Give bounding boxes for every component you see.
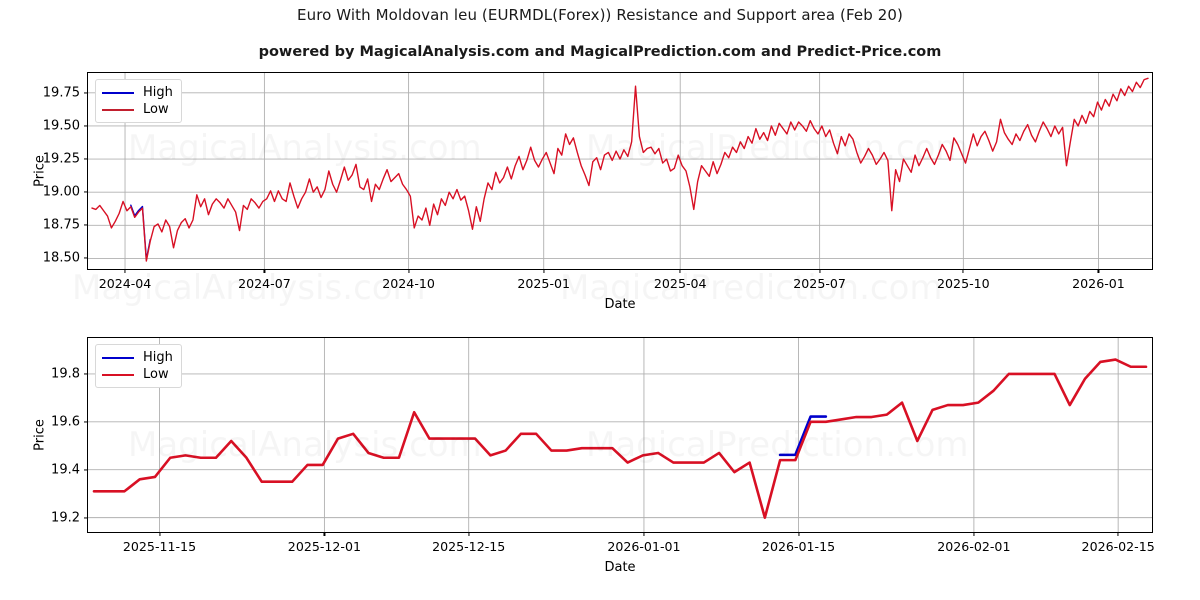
x-axis-tick-label: 2025-10 bbox=[937, 276, 990, 291]
x-axis-tick-label: 2025-11-15 bbox=[122, 539, 197, 554]
y-axis-tick-mark bbox=[84, 191, 88, 193]
x-axis-tick-mark bbox=[819, 269, 821, 273]
x-axis-tick-mark bbox=[962, 269, 964, 273]
legend-label-high: High bbox=[143, 350, 173, 365]
legend-swatch-high-icon bbox=[102, 356, 134, 359]
y-axis-tick-mark bbox=[84, 421, 88, 423]
legend-entry-low[interactable]: Low bbox=[102, 366, 173, 383]
recent-chart-legend: High Low bbox=[95, 344, 182, 388]
legend-label-high: High bbox=[143, 85, 173, 100]
x-axis-tick-label: 2026-01 bbox=[1072, 276, 1125, 291]
x-axis-tick-label: 2025-07 bbox=[793, 276, 846, 291]
y-axis-tick-mark bbox=[84, 224, 88, 226]
overview-chart-plot bbox=[88, 73, 1152, 269]
x-axis-tick-label: 2024-07 bbox=[238, 276, 291, 291]
x-axis-tick-mark bbox=[124, 269, 126, 273]
y-axis-tick-label: 19.2 bbox=[51, 510, 80, 526]
x-axis-tick-label: 2025-12-01 bbox=[287, 539, 362, 554]
x-axis-tick-mark bbox=[408, 269, 410, 273]
x-axis-tick-mark bbox=[973, 532, 975, 536]
y-axis-tick-label: 19.6 bbox=[51, 414, 80, 430]
x-axis-tick-label: 2025-04 bbox=[653, 276, 707, 291]
x-axis-tick-label: 2025-01 bbox=[517, 276, 571, 291]
x-axis-tick-mark bbox=[468, 532, 470, 536]
page-title: Euro With Moldovan leu (EURMDL(Forex)) R… bbox=[297, 6, 903, 24]
legend-swatch-high-icon bbox=[102, 91, 134, 94]
x-axis-title: Date bbox=[604, 297, 636, 312]
x-axis-tick-mark bbox=[797, 532, 800, 536]
y-axis-tick-label: 19.4 bbox=[51, 462, 80, 478]
y-axis-tick-label: 18.75 bbox=[42, 217, 80, 233]
legend-entry-low[interactable]: Low bbox=[102, 101, 173, 118]
y-axis-tick-label: 19.25 bbox=[42, 151, 80, 167]
y-axis-tick-label: 19.8 bbox=[51, 366, 80, 382]
y-axis-tick-mark bbox=[84, 469, 88, 471]
x-axis-tick-mark bbox=[1117, 532, 1119, 536]
overview-chart-axes: 18.50 18.75 19.00 19.25 19.50 19.75 2024-04 202… bbox=[32, 72, 1153, 312]
y-axis-title: Price bbox=[32, 155, 48, 187]
x-axis-tick-label: 2024-04 bbox=[98, 276, 152, 291]
y-axis-tick-mark bbox=[84, 373, 88, 375]
overview-chart-legend: High Low bbox=[95, 79, 182, 123]
x-axis-title: Date bbox=[604, 560, 636, 575]
legend-entry-high[interactable]: High bbox=[102, 84, 173, 101]
legend-label-low: Low bbox=[143, 102, 169, 117]
y-axis-tick-mark bbox=[84, 257, 88, 259]
legend-label-low: Low bbox=[143, 367, 169, 382]
x-axis-tick-mark bbox=[1097, 269, 1100, 273]
x-axis-tick-mark bbox=[158, 532, 161, 536]
y-axis-tick-mark bbox=[84, 158, 88, 160]
y-axis-tick-label: 18.50 bbox=[42, 250, 80, 266]
x-axis-tick-label: 2026-02-15 bbox=[1081, 539, 1155, 554]
recent-chart-plot bbox=[88, 338, 1152, 532]
recent-chart-axes: 19.2 19.4 19.6 19.8 2025-11-15 2025-12-01 2025… bbox=[32, 337, 1155, 575]
page-subtitle: powered by MagicalAnalysis.com and Magic… bbox=[258, 44, 942, 60]
y-axis-tick-mark bbox=[84, 92, 88, 94]
y-axis-tick-mark bbox=[84, 125, 88, 127]
x-axis-tick-label: 2025-12-15 bbox=[432, 539, 506, 554]
y-axis-tick-label: 19.00 bbox=[42, 184, 80, 200]
x-axis-tick-mark bbox=[543, 269, 545, 273]
x-axis-tick-mark bbox=[679, 269, 681, 273]
x-axis-tick-label: 2026-01-15 bbox=[761, 539, 836, 554]
x-axis-tick-mark bbox=[263, 269, 265, 273]
legend-entry-high[interactable]: High bbox=[102, 349, 173, 366]
x-axis-tick-mark bbox=[643, 532, 645, 536]
x-axis-tick-label: 2024-10 bbox=[382, 276, 435, 291]
y-axis-tick-label: 19.50 bbox=[42, 118, 80, 134]
y-axis-title: Price bbox=[32, 419, 48, 451]
legend-swatch-low-icon bbox=[102, 108, 134, 111]
y-axis-tick-mark bbox=[84, 517, 88, 519]
legend-swatch-low-icon bbox=[102, 373, 134, 376]
x-axis-tick-label: 2026-02-01 bbox=[937, 539, 1011, 554]
x-axis-tick-label: 2026-01-01 bbox=[607, 539, 681, 554]
y-axis-tick-label: 19.75 bbox=[42, 85, 80, 101]
x-axis-tick-mark bbox=[323, 532, 325, 536]
